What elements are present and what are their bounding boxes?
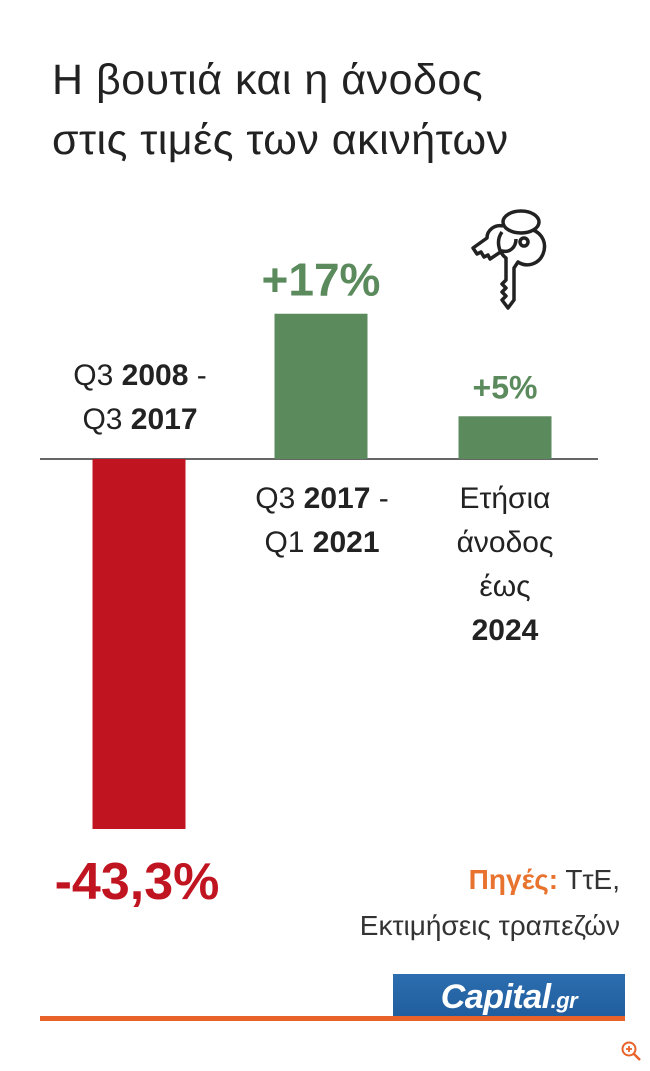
value-label-3: +5% xyxy=(473,369,538,405)
title-line-2: στις τιμές των ακινήτων xyxy=(52,116,509,164)
bar-3 xyxy=(458,416,552,459)
value-label-2: +17% xyxy=(262,254,381,306)
chart-title: Η βουτιά και η άνοδος στις τιμές των ακι… xyxy=(52,50,612,170)
zoom-in-icon[interactable] xyxy=(620,1040,642,1062)
source-line-2: Εκτιμήσεις τραπεζών xyxy=(359,910,620,941)
footer-divider xyxy=(40,1016,625,1021)
capital-logo: Capital.gr xyxy=(393,974,625,1020)
title-line-1: Η βουτιά και η άνοδος xyxy=(52,56,484,104)
category-label-1: Q3 2008 - Q3 2017 xyxy=(73,359,207,436)
source-note: Πηγές: ΤτΕ, Εκτιμήσεις τραπεζών xyxy=(360,857,620,949)
bar-2 xyxy=(274,313,368,459)
category-label-2: Q3 2017 - Q1 2021 xyxy=(255,482,389,559)
source-line-1: ΤτΕ, xyxy=(565,864,620,895)
value-label-1: -43,3% xyxy=(55,853,220,911)
source-label: Πηγές: xyxy=(468,864,559,895)
bar-1 xyxy=(92,459,186,829)
keys-icon xyxy=(471,209,547,310)
category-label-3: Ετήσια άνοδος έως 2024 xyxy=(456,482,554,647)
